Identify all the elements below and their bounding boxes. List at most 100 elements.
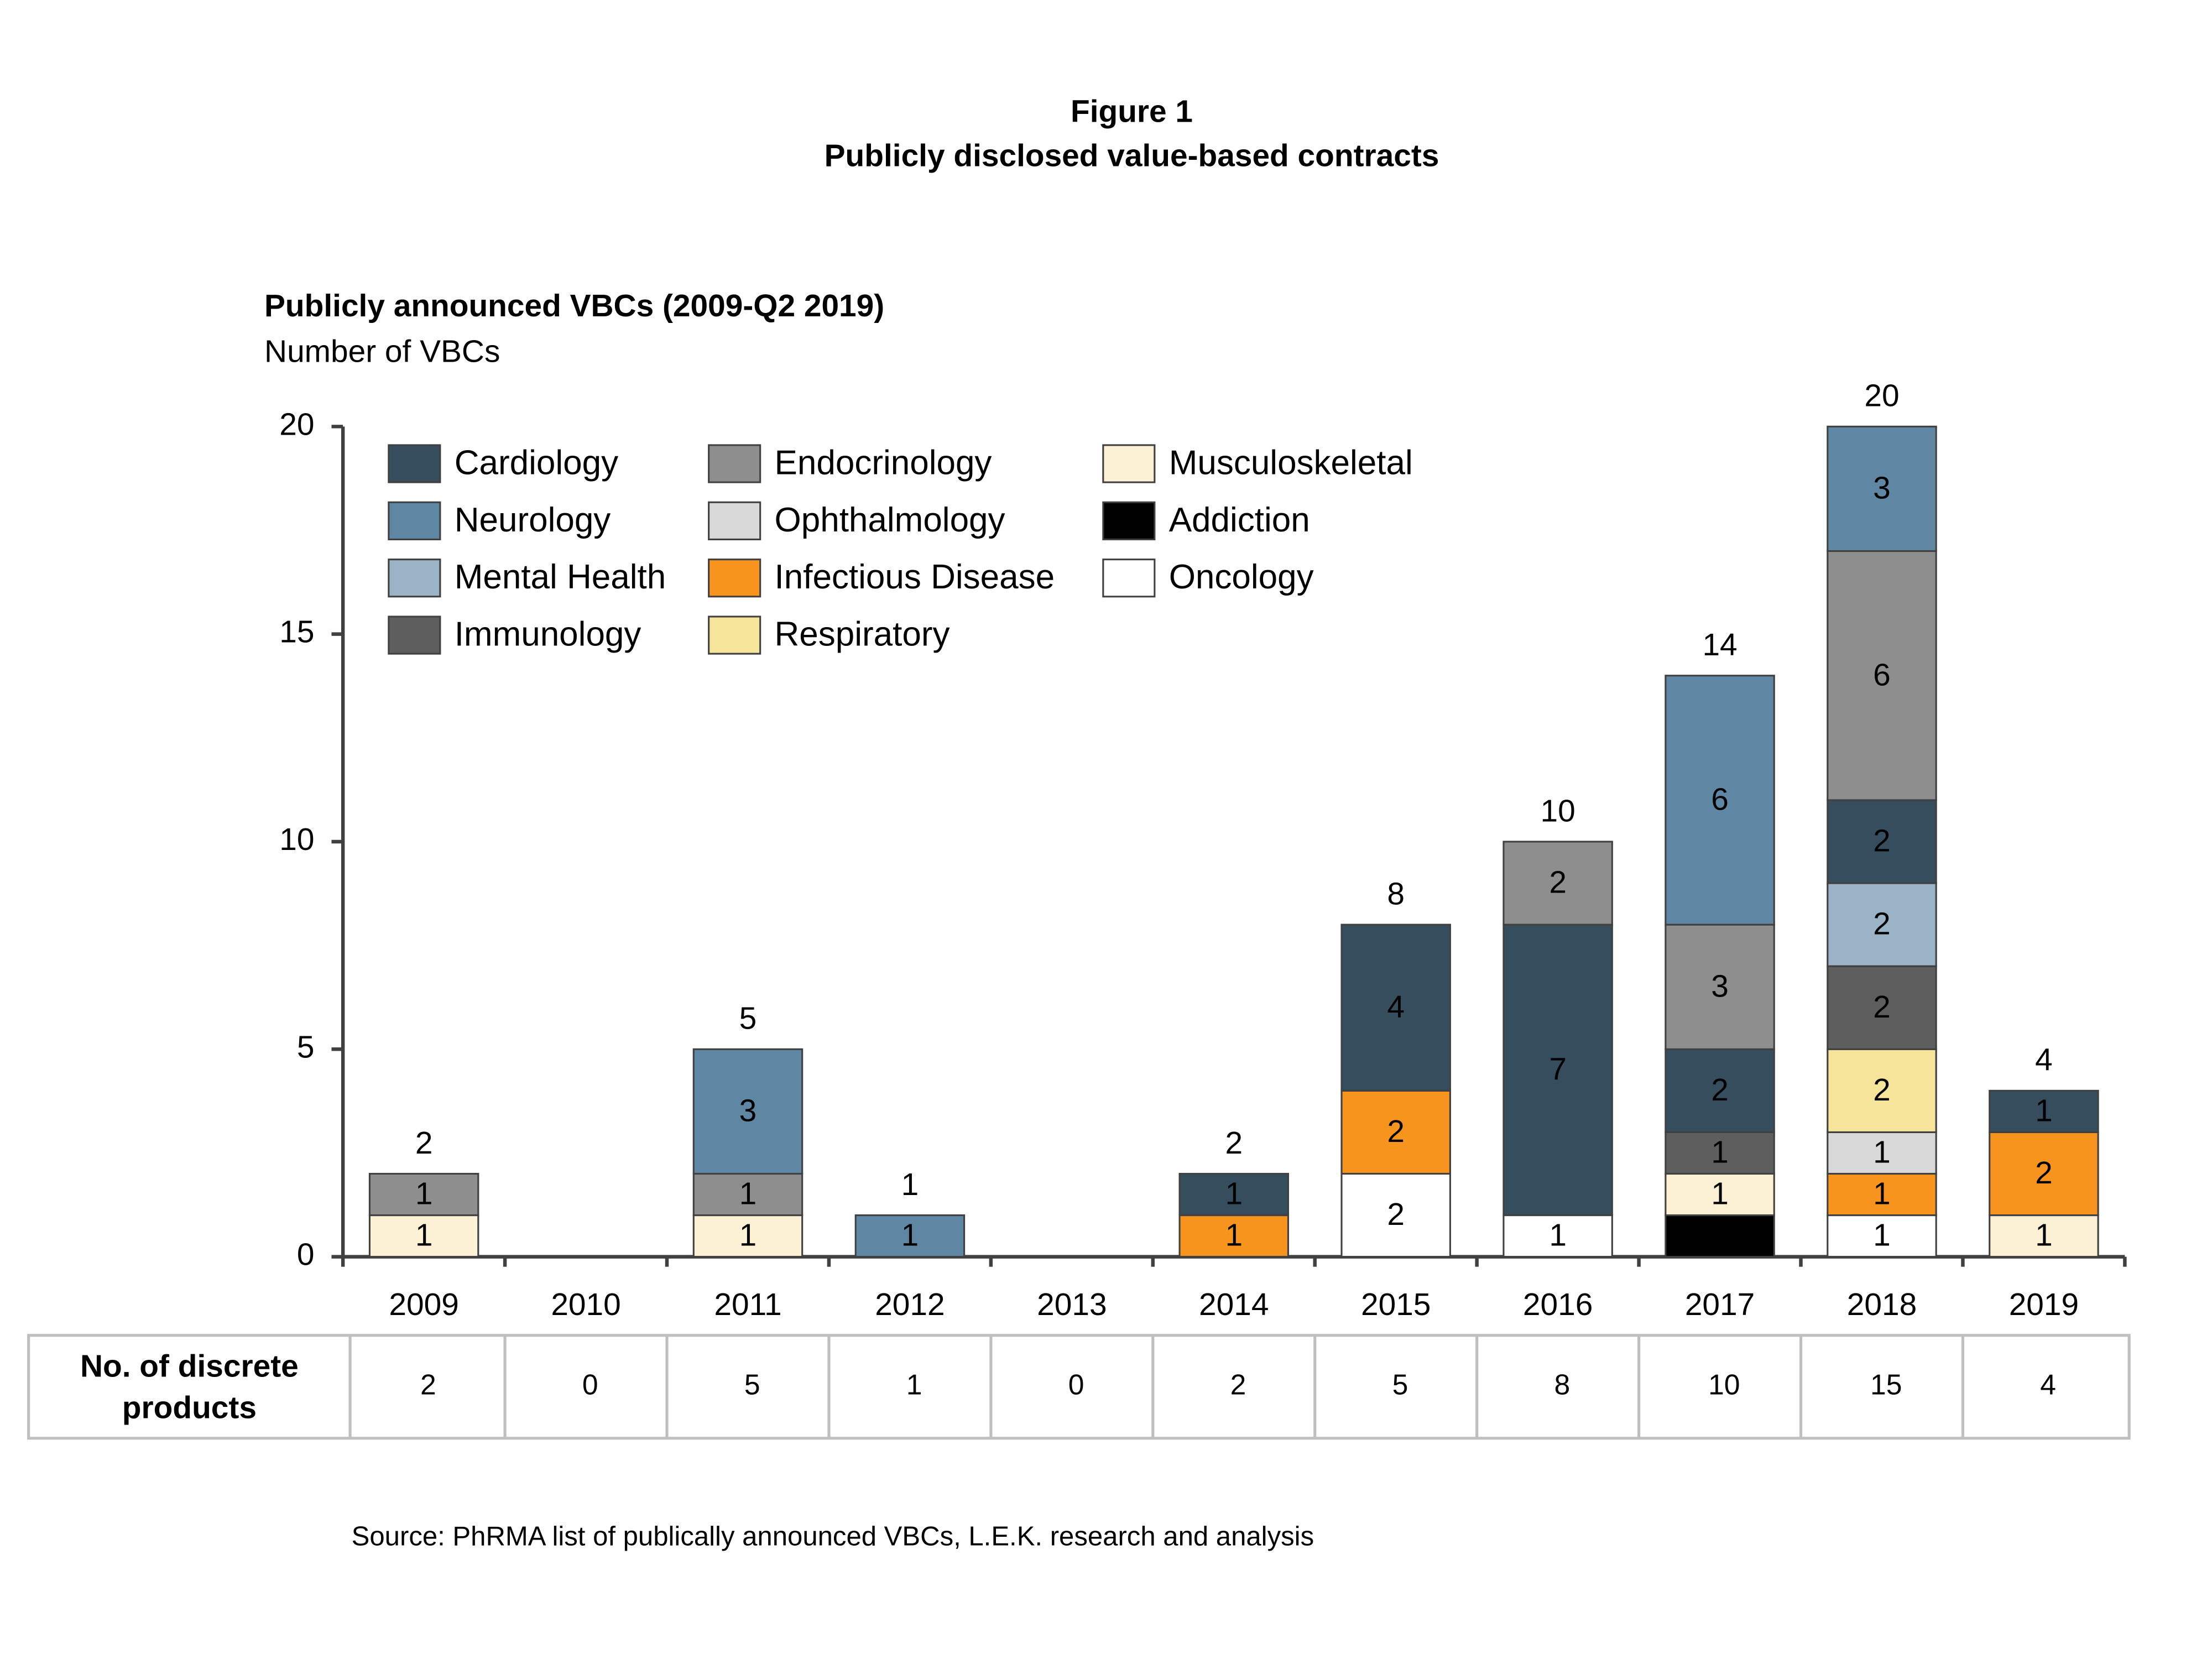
- bar-segment: [1503, 924, 1613, 1217]
- table-value: 2: [1230, 1368, 1246, 1400]
- bar-segment: [1178, 1172, 1290, 1217]
- segment-label: 7: [1549, 1052, 1567, 1087]
- legend-swatch: [708, 615, 761, 655]
- legend-swatch: [1102, 559, 1156, 598]
- legend-label: Immunology: [455, 615, 641, 654]
- segment-label: 1: [415, 1177, 433, 1212]
- total-label: 5: [739, 1001, 757, 1036]
- table-header: No. of discrete products: [80, 1348, 299, 1426]
- total-label: 4: [2035, 1043, 2053, 1078]
- bar-segment: [1827, 550, 1937, 801]
- legend-swatch: [388, 444, 441, 483]
- segment-label: 6: [1873, 658, 1891, 692]
- table-value: 0: [1068, 1368, 1084, 1400]
- segment-label: 2: [1873, 824, 1891, 859]
- table-value: 4: [2040, 1368, 2056, 1400]
- bar-segment: [368, 1172, 479, 1217]
- y-axis-label: Number of VBCs: [264, 335, 500, 369]
- legend-swatch: [388, 501, 441, 541]
- chart-title: Publicly announced VBCs (2009-Q2 2019): [264, 289, 884, 324]
- segment-label: 2: [1873, 907, 1891, 942]
- segment-label: 2: [1387, 1197, 1405, 1232]
- x-tick-label: 2014: [1199, 1287, 1269, 1322]
- segment-label: 1: [2035, 1218, 2053, 1253]
- segment-label: 1: [1225, 1218, 1243, 1253]
- table-value: 0: [582, 1368, 598, 1400]
- table-value: 5: [1392, 1368, 1408, 1400]
- segment-label: 2: [1711, 1073, 1729, 1108]
- total-label: 10: [1541, 794, 1575, 828]
- segment-label: 1: [1711, 1135, 1729, 1170]
- bar-segment: [1503, 1214, 1613, 1258]
- bar-segment: [1827, 799, 1937, 884]
- legend-label: Ophthalmology: [775, 501, 1005, 539]
- segment-label: 3: [1711, 969, 1729, 1004]
- legend-label: Neurology: [455, 501, 611, 539]
- y-tick-label: 20: [279, 407, 314, 442]
- bar-segment: [1827, 882, 1937, 967]
- x-tick-label: 2009: [389, 1287, 458, 1322]
- bar-segment: [1665, 1172, 1775, 1217]
- legend-label: Cardiology: [455, 444, 618, 482]
- table-value: 2: [420, 1368, 436, 1400]
- legend-swatch: [1102, 501, 1156, 541]
- segment-label: 2: [1549, 865, 1567, 900]
- y-tick-label: 5: [297, 1030, 315, 1065]
- total-label: 2: [415, 1126, 433, 1161]
- bar-segment: [1340, 924, 1451, 1092]
- legend-label: Endocrinology: [775, 444, 992, 482]
- bar-segment: [1665, 1048, 1775, 1133]
- legend-swatch: [708, 444, 761, 483]
- bar-segment: [1340, 1089, 1451, 1175]
- bar-segment: [1827, 425, 1937, 552]
- segment-label: 3: [739, 1093, 757, 1128]
- segment-label: 4: [1387, 990, 1405, 1025]
- bar-segment: [1827, 1131, 1937, 1175]
- bar-segment: [692, 1214, 804, 1258]
- x-tick-label: 2011: [714, 1287, 781, 1322]
- total-label: 20: [1864, 379, 1899, 414]
- x-tick-label: 2017: [1685, 1287, 1755, 1322]
- total-label: 1: [901, 1167, 919, 1202]
- bar-segment: [692, 1048, 804, 1175]
- segment-label: 1: [739, 1177, 757, 1212]
- total-label: 8: [1387, 877, 1405, 911]
- segment-label: 1: [1711, 1177, 1729, 1212]
- legend-label: Respiratory: [775, 615, 950, 654]
- table-value: 8: [1554, 1368, 1571, 1400]
- segment-label: 1: [1873, 1135, 1891, 1170]
- bar-segment: [1503, 841, 1613, 926]
- segment-label: 6: [1711, 782, 1729, 817]
- segment-label: 2: [1873, 990, 1891, 1025]
- segment-label: 1: [2035, 1093, 2053, 1128]
- x-tick-label: 2019: [2009, 1287, 2079, 1322]
- bar-segment: [1665, 675, 1775, 926]
- bar-segment: [1178, 1214, 1290, 1258]
- legend-label: Oncology: [1169, 558, 1314, 596]
- legend-swatch: [708, 501, 761, 541]
- total-label: 14: [1702, 628, 1737, 662]
- segment-label: 1: [1549, 1218, 1567, 1253]
- table-border: [27, 1334, 2131, 1440]
- bar-segment: [692, 1172, 804, 1217]
- segment-label: 2: [1387, 1114, 1405, 1149]
- x-tick-label: 2016: [1523, 1287, 1593, 1322]
- segment-label: 3: [1873, 471, 1891, 506]
- table-value: 5: [744, 1368, 760, 1400]
- legend-label: Musculoskeletal: [1169, 444, 1413, 482]
- legend-swatch: [1102, 444, 1156, 483]
- segment-label: 1: [901, 1218, 919, 1253]
- segment-label: 2: [2035, 1156, 2053, 1191]
- y-tick-label: 0: [297, 1238, 315, 1272]
- bar-segment: [1827, 1172, 1937, 1217]
- bar-segment: [854, 1214, 966, 1258]
- legend-swatch: [388, 559, 441, 598]
- legend-label: Addiction: [1169, 501, 1310, 539]
- segment-label: 1: [1711, 1218, 1729, 1253]
- x-tick-label: 2018: [1847, 1287, 1917, 1322]
- segment-label: 2: [1873, 1073, 1891, 1108]
- x-tick-label: 2013: [1037, 1287, 1107, 1322]
- legend-swatch: [388, 615, 441, 655]
- bar-segment: [1989, 1131, 2099, 1217]
